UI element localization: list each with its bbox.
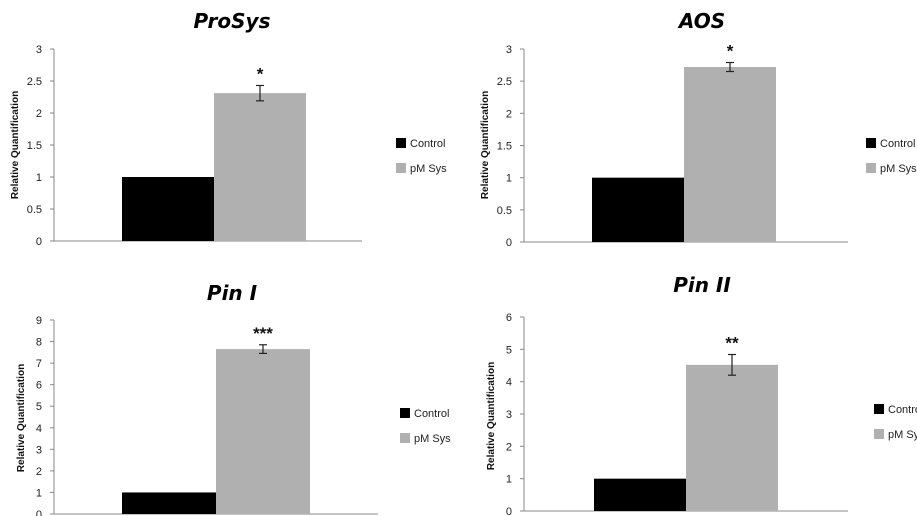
y-tick-label: 1 <box>506 474 512 486</box>
legend-label: pM Sys <box>888 429 917 441</box>
y-tick-label: 7 <box>36 358 42 370</box>
y-tick-label: 4 <box>506 377 512 389</box>
bar-pm-sys <box>686 364 778 511</box>
y-tick-label: 1.5 <box>27 140 42 152</box>
y-tick-label: 2 <box>506 108 512 120</box>
significance-marker: * <box>257 64 264 83</box>
legend-label: Control <box>880 138 915 150</box>
significance-marker: ** <box>725 334 739 353</box>
legend-label: pM Sys <box>880 163 917 175</box>
y-tick-label: 0 <box>36 236 42 248</box>
y-tick-label: 1 <box>506 173 512 185</box>
y-tick-label: 0 <box>506 506 512 516</box>
significance-marker: * <box>727 42 734 61</box>
bar-control <box>594 478 686 511</box>
y-axis-label: Relative Quantification <box>480 91 491 199</box>
bar-pm-sys <box>214 93 306 241</box>
legend-swatch <box>866 138 876 148</box>
bar-pm-sys <box>216 349 310 514</box>
legend-swatch <box>396 163 406 173</box>
y-tick-label: 5 <box>506 344 512 356</box>
y-tick-label: 2.5 <box>27 76 42 88</box>
bar-control <box>122 177 214 241</box>
y-tick-label: 9 <box>36 315 42 327</box>
legend-swatch <box>874 429 884 439</box>
y-tick-label: 2 <box>36 108 42 120</box>
y-tick-label: 3 <box>506 409 512 421</box>
y-axis-label: Relative Quantification <box>486 362 497 470</box>
y-tick-label: 4 <box>36 423 42 435</box>
legend-swatch <box>400 408 410 418</box>
legend-swatch <box>874 404 884 414</box>
chart-panel-pin-i: Pin I 0 1 2 3 4 5 6 7 8 9 Relative Quantification **… <box>0 270 458 516</box>
y-tick-label: 0.5 <box>27 204 42 216</box>
chart-svg: ProSys 0 0.5 1 1.5 2 2.5 3 Relative Quantificati… <box>10 9 447 248</box>
y-tick-label: 2.5 <box>497 76 512 88</box>
y-tick-label: 3 <box>36 444 42 456</box>
chart-svg: Pin I 0 1 2 3 4 5 6 7 8 9 Relative Quantification **… <box>16 281 451 516</box>
y-tick-label: 0.5 <box>497 205 512 217</box>
y-tick-label: 6 <box>506 312 512 324</box>
legend-label: Control <box>888 404 917 416</box>
chart-title: Pin II <box>673 273 731 297</box>
legend-label: pM Sys <box>414 433 451 445</box>
y-tick-label: 2 <box>506 441 512 453</box>
legend-swatch <box>396 138 406 148</box>
chart-svg: AOS 0 0.5 1 1.5 2 2.5 3 Relative Quantification *… <box>480 9 917 249</box>
legend-swatch <box>866 163 876 173</box>
significance-marker: *** <box>253 324 273 343</box>
chart-title: Pin I <box>207 281 258 305</box>
legend-label: Control <box>410 138 445 150</box>
chart-title: AOS <box>677 9 725 33</box>
chart-panel-pin-ii: Pin II 0 1 2 3 4 5 6 Relative Quantification ** Co… <box>470 270 917 516</box>
bar-pm-sys <box>684 67 776 242</box>
y-tick-label: 0 <box>36 509 42 516</box>
y-tick-label: 3 <box>506 44 512 56</box>
chart-panel-aos: AOS 0 0.5 1 1.5 2 2.5 3 Relative Quantification *… <box>470 0 917 262</box>
y-tick-label: 1.5 <box>497 141 512 153</box>
bar-control <box>592 177 684 242</box>
y-tick-label: 6 <box>36 380 42 392</box>
y-tick-label: 0 <box>506 237 512 249</box>
y-tick-label: 1 <box>36 487 42 499</box>
y-tick-label: 2 <box>36 466 42 478</box>
y-tick-label: 5 <box>36 401 42 413</box>
bar-control <box>122 492 216 514</box>
y-axis-label: Relative Quantification <box>16 364 27 472</box>
legend-label: Control <box>414 408 449 420</box>
chart-panel-prosys: ProSys 0 0.5 1 1.5 2 2.5 3 Relative Quantificati… <box>0 0 458 262</box>
y-tick-label: 3 <box>36 44 42 56</box>
chart-svg: Pin II 0 1 2 3 4 5 6 Relative Quantification ** Co… <box>486 273 917 516</box>
y-axis-label: Relative Quantification <box>10 91 21 199</box>
legend-label: pM Sys <box>410 163 447 175</box>
y-tick-label: 8 <box>36 337 42 349</box>
y-tick-label: 1 <box>36 172 42 184</box>
legend-swatch <box>400 433 410 443</box>
chart-title: ProSys <box>194 9 271 33</box>
